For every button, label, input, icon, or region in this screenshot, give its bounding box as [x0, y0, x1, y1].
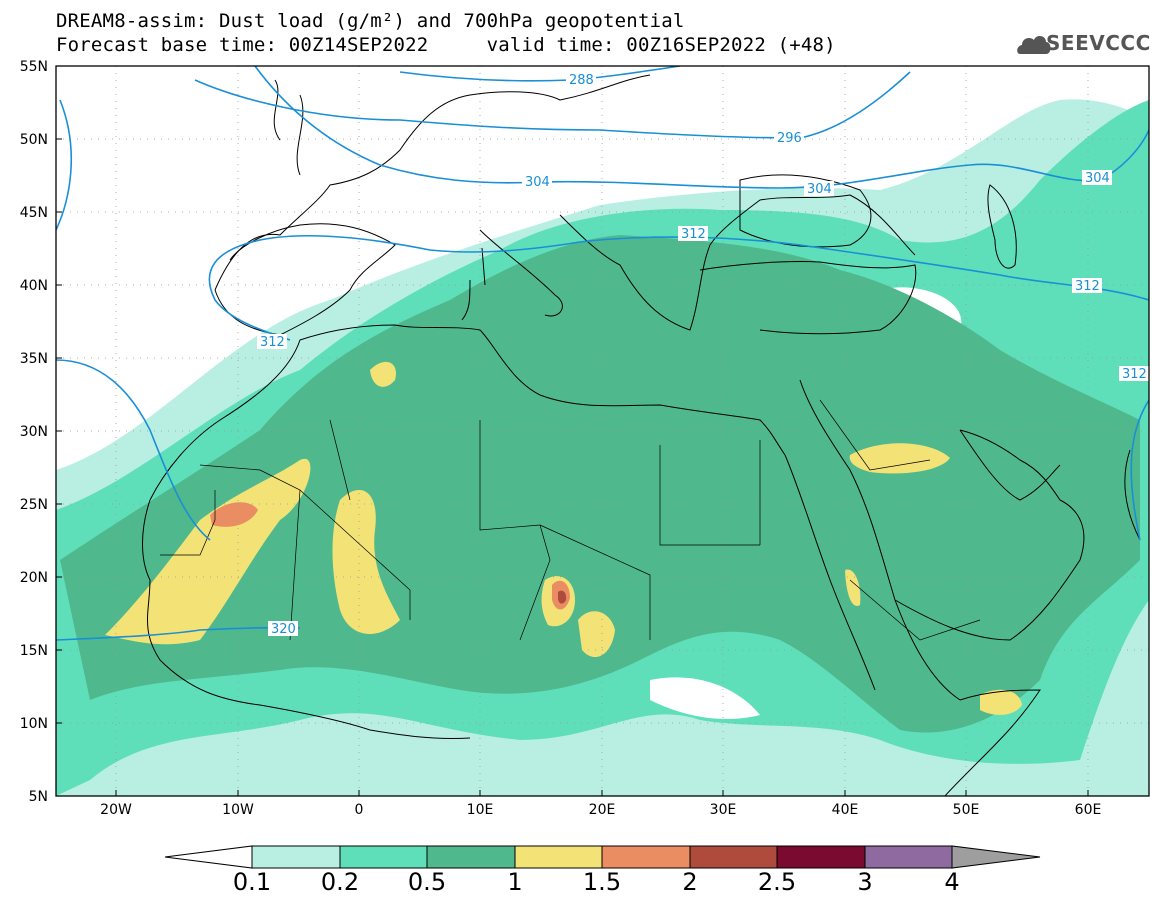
- coast-balkans: [559, 194, 916, 331]
- colorbar-swatch: [601, 845, 691, 869]
- colorbar-label: 1.5: [582, 868, 622, 896]
- x-tick-label: 10E: [467, 802, 494, 818]
- contour-label: 304: [1085, 171, 1110, 186]
- y-tick-label: 35N: [20, 351, 48, 367]
- contour-312: [56, 235, 1149, 541]
- x-axis-labels: 20W 10W 0 10E 20E 30E 40E 50E 60E: [100, 802, 1101, 818]
- dust-band-1-somalia: [980, 689, 1022, 715]
- y-tick-label: 40N: [20, 278, 48, 294]
- contour-label: 312: [1075, 279, 1100, 294]
- dust-band-1-ethiopia: [845, 569, 861, 606]
- forecast-times: Forecast base time: 00Z14SEP2022 valid t…: [56, 34, 836, 56]
- colorbar: [164, 845, 1041, 869]
- colorbar-low-arrow: [164, 845, 253, 869]
- coast-caspian: [987, 184, 1017, 269]
- seevccc-logo-text: SEEVCCC: [1046, 31, 1151, 55]
- colorbar-swatch: [864, 845, 953, 869]
- map-title: DREAM8-assim: Dust load (g/m²) and 700hP…: [56, 10, 685, 32]
- x-tick-label: 20E: [589, 802, 616, 818]
- y-tick-label: 5N: [29, 789, 48, 805]
- contour-label: 312: [1122, 367, 1147, 382]
- contour-label: 304: [525, 175, 550, 190]
- colorbar-label: 1: [507, 868, 523, 896]
- y-tick-label: 50N: [20, 132, 48, 148]
- y-tick-label: 20N: [20, 570, 48, 586]
- x-axis-ticks: [115, 790, 1089, 796]
- coast-india: [1124, 449, 1141, 541]
- colorbar-swatch: [339, 845, 428, 869]
- x-tick-label: 50E: [953, 802, 980, 818]
- coast-gulf: [959, 429, 1061, 501]
- contour-label: 312: [260, 335, 285, 350]
- coast-europe: [214, 74, 651, 291]
- colorbar-label: 3: [857, 868, 873, 896]
- contour-304: [56, 66, 1149, 231]
- colorbar-label: 0.1: [232, 868, 272, 896]
- coast-hornafrica: [944, 689, 1041, 796]
- y-axis-ticks: [56, 138, 62, 724]
- cloud-logo-icon: [1017, 36, 1051, 54]
- contour-296: [194, 71, 911, 139]
- x-tick-label: 60E: [1075, 802, 1102, 818]
- contour-label: 312: [681, 227, 706, 242]
- dust-band-1-mali: [332, 490, 400, 634]
- x-tick-label: 0: [355, 802, 364, 818]
- contour-label: 296: [777, 131, 802, 146]
- colorbar-swatch: [426, 845, 516, 869]
- coast-italy: [461, 229, 563, 321]
- colorbar-label: 0.5: [407, 868, 447, 896]
- y-tick-label: 45N: [20, 205, 48, 221]
- coast-turkey: [699, 261, 917, 335]
- geopotential-contours: [56, 66, 1149, 641]
- colorbar-swatch: [689, 845, 778, 869]
- y-tick-label: 25N: [20, 497, 48, 513]
- contour-label: 288: [569, 73, 594, 88]
- y-tick-label: 10N: [20, 716, 48, 732]
- dust-band-1.5: [210, 502, 258, 527]
- y-tick-label: 30N: [20, 424, 48, 440]
- coast-westafrica: [142, 499, 471, 739]
- dust-band-1-sudan: [578, 611, 615, 658]
- dust-field: [56, 66, 1149, 796]
- y-tick-label: 15N: [20, 643, 48, 659]
- colorbar-swatch: [251, 845, 341, 869]
- coast-redsea: [784, 379, 961, 701]
- colorbar-label: 4: [944, 868, 960, 896]
- y-axis-labels: 55N 50N 45N 40N 35N 30N 25N 20N 15N 10N …: [20, 59, 48, 805]
- colorbar-label: 2.5: [757, 868, 797, 896]
- y-tick-label: 55N: [20, 59, 48, 75]
- colorbar-swatch: [514, 845, 603, 869]
- contour-288: [399, 66, 681, 82]
- colorbar-label: 0.2: [320, 868, 360, 896]
- colorbar-swatch: [776, 845, 866, 869]
- x-tick-label: 10W: [222, 802, 254, 818]
- coast-arabia: [894, 429, 1085, 641]
- dust-band-0.5: [60, 235, 1140, 733]
- contour-label: 304: [807, 182, 832, 197]
- contour-labels: 288 296 304 304 304 312 312 312 312 320: [257, 72, 1149, 637]
- x-tick-label: 20W: [100, 802, 132, 818]
- contour-label: 320: [271, 622, 296, 637]
- dust-clear-sahel: [650, 677, 760, 720]
- graticule: [56, 66, 1149, 796]
- dust-band-2-chad: [558, 590, 567, 604]
- x-tick-label: 40E: [832, 802, 859, 818]
- dust-band-1-arabia: [849, 443, 950, 474]
- dust-band-1-algeria: [370, 361, 396, 387]
- colorbar-high-arrow: [951, 845, 1041, 869]
- contour-312-east: [1130, 399, 1149, 541]
- dust-band-1-west: [105, 458, 311, 645]
- x-tick-label: 30E: [710, 802, 737, 818]
- coast-northafrica: [149, 324, 786, 501]
- colorbar-label: 2: [682, 868, 698, 896]
